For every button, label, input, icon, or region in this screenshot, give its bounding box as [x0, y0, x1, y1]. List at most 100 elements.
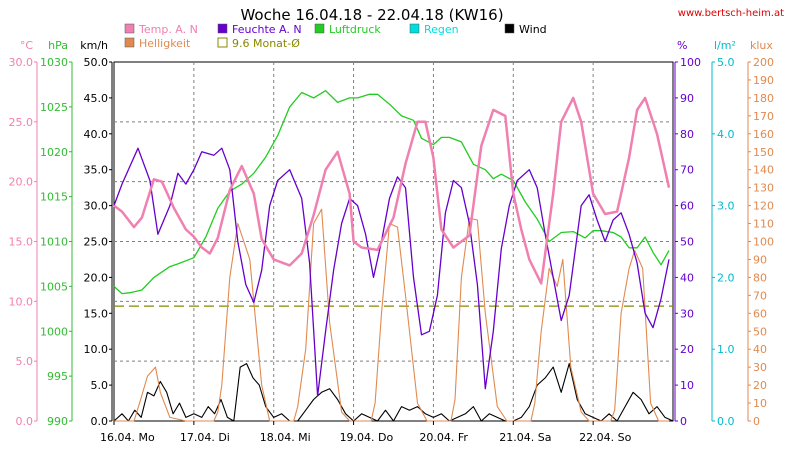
tick-label-klux: 60 — [753, 307, 767, 320]
tick-label-kmh: 15.0 — [84, 307, 109, 320]
x-tick-label: 17.04. Di — [180, 431, 230, 444]
legend-label: Wind — [519, 23, 547, 36]
tick-label-lm2: 2.0 — [717, 271, 735, 284]
tick-label-temp: 20.0 — [9, 176, 34, 189]
tick-label-hpa: 1000 — [40, 325, 68, 338]
tick-label-temp: 10.0 — [9, 295, 34, 308]
series-luftdruck — [113, 90, 670, 295]
axis-unit-kmh: km/h — [80, 39, 108, 52]
legend-label: 9.6 Monat-Ø — [232, 37, 300, 50]
legend-label: Helligkeit — [139, 37, 191, 50]
tick-label-klux: 40 — [753, 343, 767, 356]
axis-unit-klux: klux — [750, 39, 773, 52]
tick-label-pct: 50 — [680, 236, 694, 249]
tick-label-kmh: 35.0 — [84, 164, 109, 177]
tick-label-temp: 30.0 — [9, 56, 34, 69]
tick-label-pct: 40 — [680, 271, 694, 284]
legend: Temp. A. N Feuchte A. N Luftdruck Regen Wind… — [124, 23, 547, 50]
legend-label: Temp. A. N — [138, 23, 198, 36]
tick-label-kmh: 20.0 — [84, 271, 109, 284]
tick-label-klux: 190 — [753, 74, 774, 87]
legend-swatch — [409, 23, 420, 34]
legend-swatch — [217, 37, 228, 48]
tick-label-hpa: 1005 — [40, 280, 68, 293]
right-axes: % 0 10 20 30 40 50 60 70 80 90 100 l/m² 0.0 1.0 2.0 3.0 4… — [674, 39, 774, 428]
tick-label-pct: 90 — [680, 92, 694, 105]
tick-label-kmh: 0.0 — [91, 415, 109, 428]
tick-label-kmh: 50.0 — [84, 56, 109, 69]
series-feuchte-a-n — [113, 147, 670, 397]
x-tick-label: 20.04. Fr — [419, 431, 468, 444]
tick-label-klux: 90 — [753, 253, 767, 266]
x-tick-label: 16.04. Mo — [100, 431, 155, 444]
series-helligkeit — [114, 208, 669, 422]
legend-item: Regen — [409, 23, 459, 36]
tick-label-klux: 0 — [753, 415, 760, 428]
tick-label-klux: 180 — [753, 92, 774, 105]
legend-label: Feuchte A. N — [232, 23, 302, 36]
tick-label-pct: 60 — [680, 200, 694, 213]
x-tick-label: 21.04. Sa — [499, 431, 551, 444]
x-tick-label: 19.04. Do — [340, 431, 394, 444]
tick-label-kmh: 45.0 — [84, 92, 109, 105]
source-link[interactable]: www.bertsch-heim.at — [678, 8, 784, 19]
tick-label-hpa: 1030 — [40, 56, 68, 69]
legend-swatch — [314, 23, 325, 34]
x-tick-label: 18.04. Mi — [260, 431, 311, 444]
series-temp-a-n — [113, 96, 671, 285]
tick-label-pct: 20 — [680, 343, 694, 356]
tick-label-pct: 100 — [680, 56, 701, 69]
tick-label-lm2: 3.0 — [717, 200, 735, 213]
tick-label-lm2: 0.0 — [717, 415, 735, 428]
legend-item: Luftdruck — [314, 23, 381, 36]
tick-label-klux: 150 — [753, 146, 774, 159]
tick-label-temp: 5.0 — [16, 355, 34, 368]
legend-item: Wind — [504, 23, 547, 36]
tick-label-klux: 200 — [753, 56, 774, 69]
tick-label-hpa: 1010 — [40, 236, 68, 249]
tick-label-klux: 130 — [753, 182, 774, 195]
legend-item: Feuchte A. N — [217, 23, 302, 36]
tick-label-kmh: 30.0 — [84, 200, 109, 213]
legend-label: Luftdruck — [329, 23, 381, 36]
legend-swatch — [504, 23, 515, 34]
series-lines — [113, 90, 674, 422]
x-tick-label: 22.04. So — [579, 431, 631, 444]
legend-item: Helligkeit — [124, 37, 191, 50]
tick-label-klux: 140 — [753, 164, 774, 177]
tick-label-hpa: 1015 — [40, 191, 68, 204]
legend-item: Temp. A. N — [124, 23, 198, 36]
tick-label-pct: 0 — [680, 415, 687, 428]
tick-label-hpa: 1020 — [40, 146, 68, 159]
tick-label-klux: 30 — [753, 361, 767, 374]
tick-label-klux: 50 — [753, 325, 767, 338]
left-axes: °C 0.0 5.0 10.0 15.0 20.0 25.0 30.0 hPa 990 995 100… — [9, 39, 113, 428]
tick-label-kmh: 5.0 — [91, 379, 109, 392]
legend-label: Regen — [424, 23, 459, 36]
tick-label-hpa: 1025 — [40, 101, 68, 114]
tick-label-klux: 20 — [753, 379, 767, 392]
tick-label-temp: 25.0 — [9, 116, 34, 129]
tick-label-pct: 80 — [680, 128, 694, 141]
x-axis-labels: 16.04. Mo 17.04. Di 18.04. Mi 19.04. Do 20.0… — [100, 421, 632, 444]
axis-unit-pct: % — [677, 39, 687, 52]
chart-title: Woche 16.04.18 - 22.04.18 (KW16) — [240, 6, 503, 24]
tick-label-pct: 70 — [680, 164, 694, 177]
tick-label-klux: 120 — [753, 200, 774, 213]
tick-label-klux: 110 — [753, 218, 774, 231]
axis-unit-lm2: l/m² — [714, 39, 736, 52]
axis-unit-hpa: hPa — [48, 39, 68, 52]
tick-label-klux: 160 — [753, 128, 774, 141]
legend-item: 9.6 Monat-Ø — [217, 37, 300, 50]
axis-unit-temp: °C — [20, 39, 34, 52]
tick-label-klux: 80 — [753, 271, 767, 284]
legend-swatch — [124, 23, 135, 34]
tick-label-temp: 0.0 — [16, 415, 34, 428]
tick-label-klux: 170 — [753, 110, 774, 123]
series-wind — [113, 363, 674, 422]
tick-label-pct: 30 — [680, 307, 694, 320]
legend-swatch — [217, 23, 228, 34]
tick-label-lm2: 1.0 — [717, 343, 735, 356]
tick-label-pct: 10 — [680, 379, 694, 392]
tick-label-hpa: 990 — [47, 415, 68, 428]
